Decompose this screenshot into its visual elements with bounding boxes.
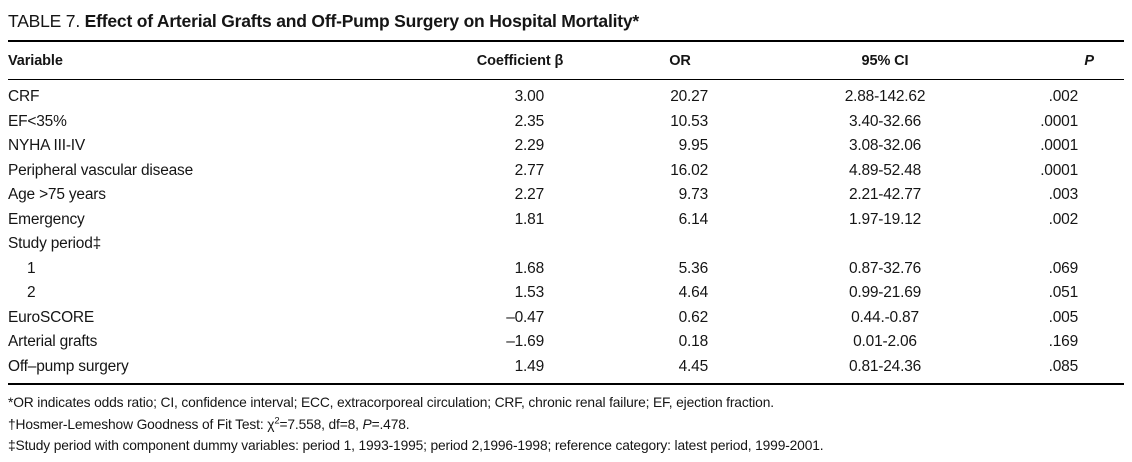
cell-coefficient: 3.00	[514, 88, 545, 106]
table-row-group-label: Study period‡	[8, 232, 1124, 257]
cell-ci: 0.44.-0.87	[851, 308, 919, 326]
table-body: CRF 3.00 20.27 2.88-142.62 .002 EF<35% 2…	[8, 80, 1124, 385]
table-row: 2 1.53 4.64 0.99-21.69 .051	[8, 281, 1124, 306]
table-title: TABLE 7. Effect of Arterial Grafts and O…	[8, 0, 1124, 33]
cell-p: .069	[1048, 259, 1079, 277]
table-number: TABLE 7.	[8, 11, 80, 31]
table-row: Arterial grafts –1.69 0.18 0.01-2.06 .16…	[8, 330, 1124, 355]
cell-p: .051	[1048, 284, 1079, 302]
footnote-goodness-of-fit: †Hosmer-Lemeshow Goodness of Fit Test: χ…	[8, 414, 1124, 436]
cell-p: .003	[1048, 186, 1079, 204]
cell-p: .085	[1048, 357, 1079, 375]
cell-variable: EF<35%	[8, 112, 67, 130]
cell-coefficient: 2.29	[514, 137, 545, 155]
cell-ci: 0.99-21.69	[848, 284, 922, 302]
header-coefficient: Coefficient β	[476, 52, 564, 69]
table-header: Variable Coefficient β OR 95% CI P	[8, 40, 1124, 80]
table-row: Off–pump surgery 1.49 4.45 0.81-24.36 .0…	[8, 355, 1124, 380]
cell-variable: Peripheral vascular disease	[8, 161, 194, 179]
header-variable: Variable	[8, 52, 63, 69]
cell-p: .005	[1048, 308, 1079, 326]
cell-variable: Study period‡	[8, 235, 102, 253]
cell-coefficient: 1.53	[514, 284, 545, 302]
table-row: Emergency 1.81 6.14 1.97-19.12 .002	[8, 208, 1124, 233]
cell-or: 16.02	[670, 161, 708, 179]
cell-coefficient: 2.77	[514, 161, 545, 179]
table-row: EuroSCORE –0.47 0.62 0.44.-0.87 .005	[8, 306, 1124, 331]
cell-ci: 4.89-52.48	[848, 161, 922, 179]
cell-coefficient: –1.69	[506, 333, 544, 351]
cell-coefficient: 1.68	[514, 259, 545, 277]
footnote-gof-mid: =7.558, df=8,	[279, 416, 363, 432]
table-footnotes: *OR indicates odds ratio; CI, confidence…	[8, 385, 1124, 457]
header-row: Variable Coefficient β OR 95% CI P	[8, 42, 1124, 79]
cell-variable: Age >75 years	[8, 186, 106, 204]
cell-ci: 0.87-32.76	[848, 259, 922, 277]
table-row: 1 1.68 5.36 0.87-32.76 .069	[8, 257, 1124, 282]
footnote-gof-prefix: †Hosmer-Lemeshow Goodness of Fit Test: χ	[8, 416, 275, 432]
cell-ci: 2.88-142.62	[844, 88, 926, 106]
cell-or: 4.64	[678, 284, 709, 302]
cell-or: 6.14	[678, 210, 709, 228]
cell-coefficient: 1.81	[514, 210, 545, 228]
table-row: EF<35% 2.35 10.53 3.40-32.66 .0001	[8, 110, 1124, 135]
header-ci: 95% CI	[861, 52, 909, 69]
cell-coefficient: 2.35	[514, 112, 545, 130]
cell-p: .0001	[1040, 112, 1078, 130]
cell-or: 5.36	[678, 259, 709, 277]
cell-or: 9.73	[678, 186, 709, 204]
cell-or: 0.18	[678, 333, 709, 351]
cell-or: 9.95	[678, 137, 709, 155]
cell-variable: Arterial grafts	[8, 333, 98, 351]
cell-or: 0.62	[678, 308, 709, 326]
table-row: Peripheral vascular disease 2.77 16.02 4…	[8, 159, 1124, 184]
cell-variable: EuroSCORE	[8, 308, 95, 326]
table-row: CRF 3.00 20.27 2.88-142.62 .002	[8, 85, 1124, 110]
cell-variable: CRF	[8, 88, 40, 106]
header-p: P	[1084, 52, 1094, 69]
cell-variable: Off–pump surgery	[8, 357, 129, 375]
cell-p: .002	[1048, 88, 1079, 106]
cell-variable: 1	[27, 259, 36, 277]
cell-or: 4.45	[678, 357, 709, 375]
cell-variable: 2	[27, 284, 36, 302]
cell-p: .002	[1048, 210, 1079, 228]
cell-or: 10.53	[670, 112, 708, 130]
cell-or: 20.27	[670, 88, 708, 106]
table-title-text: Effect of Arterial Grafts and Off-Pump S…	[84, 11, 640, 31]
cell-coefficient: 2.27	[514, 186, 545, 204]
cell-ci: 0.81-24.36	[848, 357, 922, 375]
cell-variable: Emergency	[8, 210, 85, 228]
cell-ci: 2.21-42.77	[848, 186, 922, 204]
cell-p: .0001	[1040, 137, 1078, 155]
header-or: OR	[669, 52, 691, 69]
footnote-study-period: ‡Study period with component dummy varia…	[8, 438, 824, 454]
chi-squared-superscript: 2	[274, 415, 280, 426]
footnote-gof-suffix: =.478.	[371, 416, 410, 432]
cell-coefficient: 1.49	[514, 357, 545, 375]
cell-ci: 1.97-19.12	[848, 210, 922, 228]
footnote-abbreviations: *OR indicates odds ratio; CI, confidence…	[8, 395, 774, 410]
cell-coefficient: –0.47	[506, 308, 544, 326]
p-symbol: P	[362, 416, 372, 432]
table-row: NYHA III-IV 2.29 9.95 3.08-32.06 .0001	[8, 134, 1124, 159]
cell-variable: NYHA III-IV	[8, 137, 86, 155]
cell-ci: 3.08-32.06	[848, 137, 922, 155]
cell-p: .169	[1048, 333, 1079, 351]
cell-ci: 3.40-32.66	[848, 112, 922, 130]
cell-p: .0001	[1040, 161, 1078, 179]
cell-ci: 0.01-2.06	[853, 333, 917, 351]
table-row: Age >75 years 2.27 9.73 2.21-42.77 .003	[8, 183, 1124, 208]
